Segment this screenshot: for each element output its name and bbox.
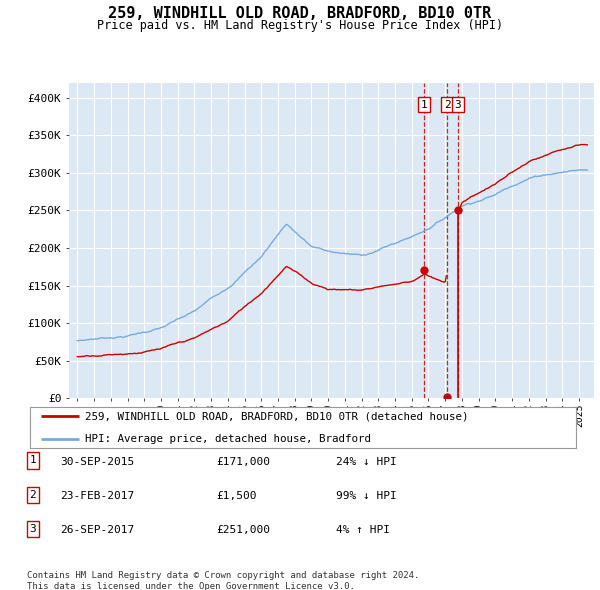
Text: 259, WINDHILL OLD ROAD, BRADFORD, BD10 0TR: 259, WINDHILL OLD ROAD, BRADFORD, BD10 0… — [109, 6, 491, 21]
Text: HPI: Average price, detached house, Bradford: HPI: Average price, detached house, Brad… — [85, 434, 371, 444]
Text: This data is licensed under the Open Government Licence v3.0.: This data is licensed under the Open Gov… — [27, 582, 355, 590]
Text: £251,000: £251,000 — [216, 525, 270, 535]
Text: £171,000: £171,000 — [216, 457, 270, 467]
Text: 26-SEP-2017: 26-SEP-2017 — [60, 525, 134, 535]
Text: 2: 2 — [29, 490, 37, 500]
Text: 3: 3 — [29, 524, 37, 534]
Text: Contains HM Land Registry data © Crown copyright and database right 2024.: Contains HM Land Registry data © Crown c… — [27, 571, 419, 580]
Text: 259, WINDHILL OLD ROAD, BRADFORD, BD10 0TR (detached house): 259, WINDHILL OLD ROAD, BRADFORD, BD10 0… — [85, 411, 468, 421]
Text: £1,500: £1,500 — [216, 491, 257, 501]
Text: Price paid vs. HM Land Registry's House Price Index (HPI): Price paid vs. HM Land Registry's House … — [97, 19, 503, 32]
Text: 1: 1 — [421, 100, 428, 110]
Text: 99% ↓ HPI: 99% ↓ HPI — [336, 491, 397, 501]
Text: 30-SEP-2015: 30-SEP-2015 — [60, 457, 134, 467]
Text: 23-FEB-2017: 23-FEB-2017 — [60, 491, 134, 501]
Text: 4% ↑ HPI: 4% ↑ HPI — [336, 525, 390, 535]
Text: 3: 3 — [454, 100, 461, 110]
Text: 1: 1 — [29, 455, 37, 466]
Text: 2: 2 — [444, 100, 451, 110]
Text: 24% ↓ HPI: 24% ↓ HPI — [336, 457, 397, 467]
